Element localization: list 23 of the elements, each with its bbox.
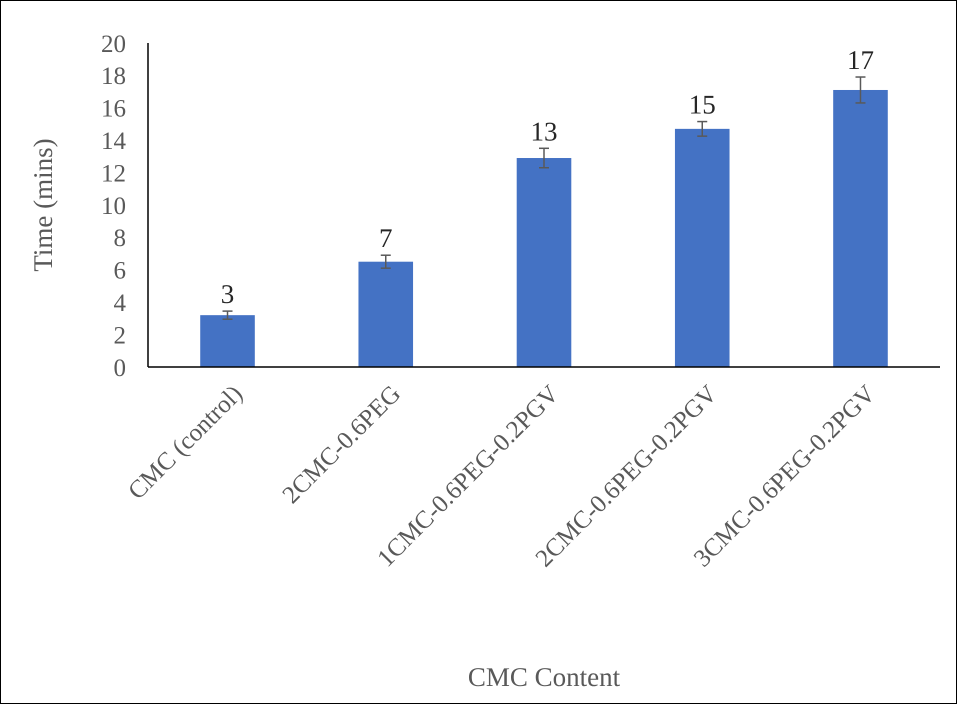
data-label: 3 xyxy=(220,279,234,310)
y-axis-title: Time (mins) xyxy=(28,138,58,272)
x-axis-title: CMC Content xyxy=(468,662,621,692)
y-tick-label: 4 xyxy=(114,290,126,317)
y-tick-label: 10 xyxy=(101,192,126,220)
data-label: 13 xyxy=(530,116,558,146)
bar xyxy=(674,128,730,367)
y-tick-label: 12 xyxy=(101,160,126,188)
y-tick-label: 8 xyxy=(114,225,126,252)
data-label: 17 xyxy=(846,45,874,76)
bar xyxy=(358,262,414,367)
bar xyxy=(516,158,572,367)
bar xyxy=(833,90,888,367)
bar xyxy=(200,315,255,367)
y-tick-label: 0 xyxy=(114,354,126,382)
y-tick-label: 2 xyxy=(114,322,126,350)
data-label: 15 xyxy=(688,90,716,120)
y-tick-label: 14 xyxy=(101,128,126,155)
data-label: 7 xyxy=(379,223,393,254)
y-tick-label: 18 xyxy=(101,63,126,90)
y-tick-label: 16 xyxy=(101,96,126,123)
y-tick-label: 20 xyxy=(101,30,126,58)
y-tick-label: 6 xyxy=(114,258,126,285)
